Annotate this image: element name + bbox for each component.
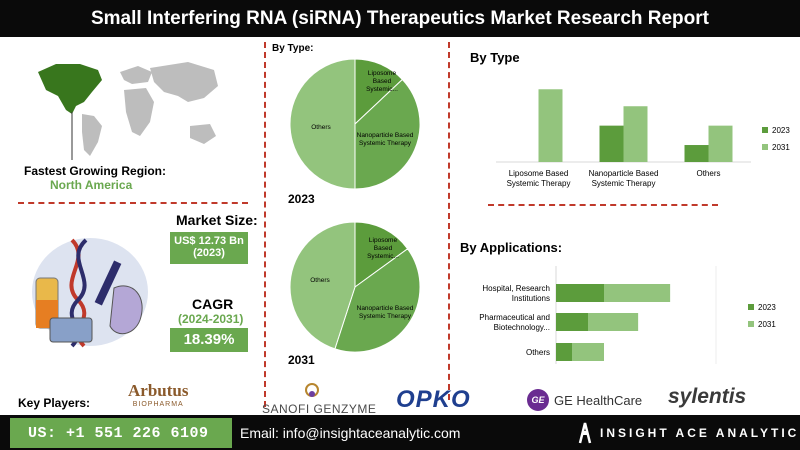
pie-slice-label: Liposome Based Systemic... xyxy=(367,237,399,260)
type-bar xyxy=(623,106,648,162)
x-tick-label: Liposome Based xyxy=(509,169,569,178)
x-tick-label: Nanoparticle Based xyxy=(589,169,659,178)
key-players-label: Key Players: xyxy=(18,396,91,410)
type-bar xyxy=(599,125,624,162)
divider-right xyxy=(448,42,450,400)
divider-type-bar xyxy=(488,204,718,206)
pie-slice-label: Others xyxy=(311,124,331,131)
pie-slice xyxy=(289,221,356,350)
legend-swatch xyxy=(762,144,768,150)
brand-name: INSIGHT ACE ANALYTIC xyxy=(600,426,800,440)
y-tick-label: Institutions xyxy=(512,294,550,303)
cagr-label: CAGR xyxy=(192,296,234,312)
legend-label: 2031 xyxy=(772,143,790,152)
pie-slice xyxy=(354,78,421,190)
sanofi-logo: SANOFI GENZYME xyxy=(262,402,377,416)
application-bar xyxy=(556,313,588,331)
pie-slice-label: Nanoparticle Based Systemic Therapy xyxy=(357,132,414,147)
cagr-period: (2024-2031) xyxy=(178,312,244,326)
pie-slice-label: Liposome Based Systemic... xyxy=(366,70,398,93)
region-value: North America xyxy=(50,178,133,192)
type-bar xyxy=(538,89,563,162)
application-bar xyxy=(604,284,671,302)
phone-contact[interactable]: US: +1 551 226 6109 xyxy=(10,418,232,448)
market-size-year: (2023) xyxy=(193,247,225,259)
ge-mark-icon: GE xyxy=(527,389,549,411)
ge-logo: GE HealthCare xyxy=(554,393,643,408)
cagr-value: 18.39% xyxy=(170,328,248,352)
pie-slice xyxy=(334,248,421,353)
pie-slice xyxy=(354,221,409,288)
legend-swatch xyxy=(748,321,754,327)
pie-heading: By Type: xyxy=(272,43,314,54)
pie-chart-2031: Liposome Based Systemic... Nanoparticle Bas… xyxy=(289,221,421,353)
y-tick-label: Pharmaceutical and xyxy=(479,313,550,322)
opko-logo: OPKO xyxy=(396,386,471,413)
pie-slice xyxy=(289,58,356,190)
app-bar-heading: By Applications: xyxy=(460,240,563,255)
email-contact[interactable]: Email: info@insightaceanalytic.com xyxy=(240,425,461,441)
market-size-box: US$ 12.73 Bn (2023) xyxy=(170,232,248,264)
brand-logo-icon xyxy=(578,422,592,444)
application-bar xyxy=(556,284,604,302)
application-bar xyxy=(572,343,604,361)
market-size-value: US$ 12.73 Bn xyxy=(174,235,244,247)
region-label: Fastest Growing Region: xyxy=(24,164,167,178)
type-bar xyxy=(684,145,709,162)
page-title: Small Interfering RNA (siRNA) Therapeuti… xyxy=(0,0,800,37)
application-bar xyxy=(588,313,639,331)
arbutus-name: Arbutus xyxy=(128,381,189,400)
divider-left xyxy=(264,42,266,407)
pie-year-2023: 2023 xyxy=(288,192,315,206)
y-tick-label: Hospital, Research xyxy=(482,284,550,293)
arbutus-logo: Arbutus BIOPHARMA xyxy=(128,381,188,408)
pie-year-2031: 2031 xyxy=(288,353,315,367)
pie-chart-2023: Liposome Based Systemic... Nanoparticle Bas… xyxy=(289,58,421,190)
type-bar xyxy=(708,125,733,162)
lab-illustration-icon xyxy=(32,238,148,348)
legend-label: 2031 xyxy=(758,320,776,329)
x-tick-label: Systemic Therapy xyxy=(507,179,571,188)
legend-label: 2023 xyxy=(758,303,776,312)
divider-region xyxy=(18,202,248,204)
y-tick-label: Others xyxy=(526,348,550,357)
legend-label: 2023 xyxy=(772,126,790,135)
world-map-icon xyxy=(38,62,218,160)
sylentis-logo: sylentis xyxy=(668,385,747,408)
application-bar xyxy=(556,343,572,361)
type-bar-heading: By Type xyxy=(470,50,520,65)
market-size-label: Market Size: xyxy=(176,212,258,228)
arbutus-sub: BIOPHARMA xyxy=(132,401,184,408)
y-tick-label: Biotechnology... xyxy=(494,323,550,332)
legend-swatch xyxy=(748,304,754,310)
sanofi-mark-icon xyxy=(305,383,319,397)
x-tick-label: Systemic Therapy xyxy=(592,179,656,188)
x-tick-label: Others xyxy=(696,169,720,178)
pie-slice-label: Others xyxy=(310,277,330,284)
pie-slice-label: Nanoparticle Based Systemic Therapy xyxy=(357,305,414,320)
legend-swatch xyxy=(762,127,768,133)
